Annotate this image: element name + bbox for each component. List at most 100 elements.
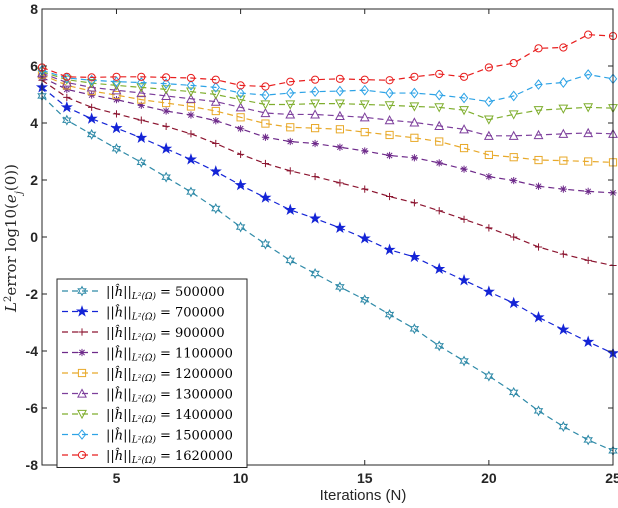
data-point (311, 172, 319, 181)
data-point (285, 254, 296, 266)
data-point (60, 100, 73, 113)
data-point (584, 157, 593, 166)
data-point (112, 110, 121, 118)
data-point (559, 185, 567, 193)
data-point (187, 111, 195, 119)
data-point (360, 128, 369, 137)
data-point (162, 122, 170, 131)
data-point (460, 165, 468, 173)
data-point (435, 69, 444, 79)
data-point (212, 139, 220, 148)
legend-label: ||ĥ||L²(Ω) = 1620000 (106, 448, 233, 466)
y-tick-label: -4 (26, 343, 39, 359)
x-tick-label: 15 (357, 470, 373, 486)
data-point (135, 131, 148, 143)
data-point (86, 128, 97, 140)
data-point (361, 147, 369, 155)
data-point (559, 156, 568, 165)
data-point (559, 250, 567, 258)
data-point (186, 186, 196, 198)
data-point (63, 93, 71, 101)
data-point (61, 77, 72, 87)
data-point (286, 77, 295, 86)
data-point (484, 150, 493, 160)
data-point (62, 114, 72, 126)
data-point (532, 311, 545, 323)
data-point (184, 153, 197, 165)
legend-marker (78, 328, 86, 336)
legend-marker (77, 285, 87, 297)
data-point (62, 72, 71, 81)
data-point (359, 100, 370, 110)
data-point (259, 191, 272, 203)
data-point (137, 95, 146, 104)
y-tick-label: 4 (30, 115, 38, 131)
data-point (460, 215, 468, 223)
data-point (410, 154, 418, 162)
data-point (286, 167, 294, 175)
data-point (260, 107, 271, 118)
y-tick-label: -2 (26, 286, 39, 302)
data-point (211, 106, 220, 116)
data-point (385, 151, 394, 160)
data-point (435, 207, 443, 215)
data-point (485, 224, 493, 232)
legend-box (56, 278, 248, 468)
data-point (309, 212, 322, 224)
data-point (286, 123, 295, 132)
legend-marker (77, 388, 87, 398)
series-line (41, 86, 614, 354)
data-point (186, 73, 196, 83)
data-point (284, 203, 297, 216)
data-point (112, 90, 121, 100)
data-point (136, 156, 147, 168)
data-point (261, 119, 270, 128)
data-point (285, 109, 296, 119)
data-point (162, 107, 170, 115)
data-point (111, 85, 122, 95)
y-tick-label: -6 (26, 400, 39, 416)
data-point (310, 109, 321, 119)
y-tick-label: 2 (30, 172, 38, 188)
data-point (433, 262, 446, 275)
data-point (110, 121, 123, 134)
series-line (41, 79, 614, 267)
data-point (310, 124, 320, 133)
data-point (235, 102, 246, 112)
legend-entry: ||ĥ||L²(Ω) = 700000 (62, 305, 225, 323)
legend-entry: ||ĥ||L²(Ω) = 900000 (62, 325, 225, 343)
data-point (261, 89, 270, 101)
data-point (509, 153, 518, 162)
data-point (510, 176, 518, 185)
legend-entry: ||ĥ||L²(Ω) = 1100000 (62, 346, 233, 364)
x-tick-label: 10 (233, 470, 249, 486)
data-point (410, 87, 419, 99)
data-point (359, 294, 370, 306)
data-point (237, 125, 245, 133)
x-tick-label: 5 (113, 470, 121, 486)
series-2 (35, 81, 618, 359)
series-line (41, 69, 614, 103)
data-point (211, 203, 221, 214)
data-point (160, 142, 173, 154)
data-point (210, 96, 221, 106)
data-point (136, 87, 147, 98)
data-point (310, 86, 320, 98)
data-point (235, 95, 246, 105)
data-point (261, 82, 270, 91)
data-point (86, 79, 97, 89)
y-tick-label: 8 (30, 1, 38, 17)
data-point (583, 127, 594, 138)
legend-label: ||ĥ||L²(Ω) = 1400000 (106, 407, 233, 425)
data-point (410, 72, 419, 81)
data-point (137, 101, 145, 109)
series-line (41, 34, 614, 88)
series-5 (37, 70, 618, 167)
x-tick-label: 20 (481, 470, 497, 486)
data-point (583, 434, 593, 446)
legend-entry: ||ĥ||L²(Ω) = 1620000 (62, 448, 233, 466)
data-point (234, 178, 247, 191)
data-point (459, 143, 469, 153)
data-point (111, 143, 122, 155)
data-point (260, 238, 271, 250)
